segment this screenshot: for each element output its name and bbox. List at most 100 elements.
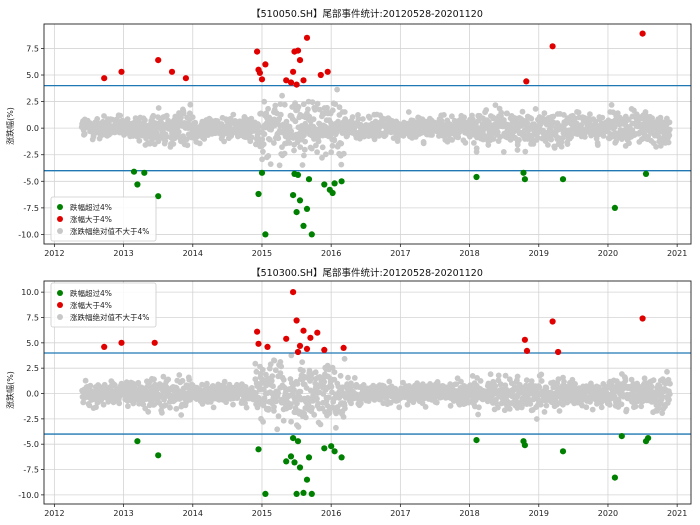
- point-rise: [294, 348, 302, 356]
- legend: 跌幅超过4% 涨幅大于4% 涨跌幅绝对值不大于4%: [50, 282, 157, 328]
- point-fall: [296, 197, 304, 204]
- point-fall: [300, 222, 307, 229]
- point-other: [572, 381, 578, 387]
- point-other: [532, 106, 539, 112]
- point-other: [301, 146, 308, 153]
- point-other: [497, 134, 504, 140]
- point-other: [179, 377, 186, 384]
- point-other: [288, 352, 295, 359]
- point-other: [192, 119, 199, 126]
- point-other: [178, 412, 185, 418]
- point-other: [462, 139, 469, 146]
- point-other: [519, 108, 526, 115]
- point-other: [632, 403, 639, 410]
- point-rise: [254, 48, 261, 55]
- point-other: [333, 424, 339, 431]
- axes-frame: [43, 23, 692, 245]
- point-other: [243, 404, 250, 411]
- point-rise: [523, 78, 530, 85]
- point-other: [535, 135, 541, 141]
- point-other: [295, 103, 302, 110]
- point-other: [533, 416, 540, 422]
- point-other: [322, 151, 329, 158]
- point-other: [305, 106, 311, 113]
- point-other: [183, 136, 190, 143]
- point-other: [312, 369, 319, 376]
- point-other: [665, 139, 672, 146]
- point-rise: [340, 344, 347, 351]
- point-other: [300, 101, 307, 108]
- point-other: [147, 140, 153, 147]
- point-other: [175, 129, 182, 135]
- point-other: [230, 401, 236, 408]
- chart-title: 【510300.SH】尾部事件统计:20120528-20201120: [251, 267, 483, 279]
- point-other: [315, 400, 321, 407]
- point-other: [341, 355, 348, 362]
- point-other: [615, 397, 622, 403]
- point-other: [124, 116, 131, 122]
- point-other: [275, 390, 282, 396]
- point-fall: [559, 176, 567, 183]
- point-other: [575, 109, 582, 116]
- point-other: [473, 145, 480, 152]
- point-other: [366, 115, 373, 121]
- point-other: [162, 402, 169, 408]
- point-other: [276, 162, 283, 169]
- point-other: [324, 402, 331, 409]
- point-other: [275, 413, 282, 420]
- point-rise: [555, 348, 562, 356]
- point-other: [269, 373, 276, 379]
- point-other: [583, 404, 590, 411]
- point-other: [528, 378, 535, 384]
- point-fall: [287, 453, 295, 460]
- point-other: [645, 133, 652, 140]
- point-other: [204, 380, 210, 387]
- point-other: [543, 402, 550, 409]
- point-other: [180, 110, 187, 117]
- x-tick-label: 2012: [44, 249, 64, 258]
- point-other: [93, 404, 99, 411]
- point-other: [187, 101, 194, 108]
- point-other: [338, 161, 345, 168]
- point-other: [253, 390, 259, 396]
- point-other: [165, 117, 172, 124]
- point-other: [295, 424, 302, 430]
- point-other: [274, 426, 281, 433]
- point-other: [657, 114, 664, 121]
- point-other: [340, 414, 347, 420]
- y-tick-label: 2.5: [26, 98, 39, 107]
- point-other: [449, 137, 455, 143]
- point-other: [125, 403, 131, 410]
- point-other: [82, 377, 89, 384]
- point-other: [311, 411, 318, 418]
- point-other: [259, 366, 266, 373]
- point-fall: [296, 464, 304, 471]
- point-other: [325, 394, 332, 401]
- point-rise: [549, 318, 556, 325]
- x-tick-label: 2013: [113, 509, 133, 518]
- y-tick-label: 7.5: [26, 313, 39, 322]
- y-tick-label: -5.0: [23, 177, 39, 186]
- y-tick-label: 7.5: [26, 44, 39, 53]
- point-other: [358, 400, 364, 407]
- y-tick-label: -5.0: [23, 440, 39, 449]
- x-tick-label: 2012: [44, 509, 64, 518]
- point-other: [163, 112, 170, 119]
- point-other: [167, 404, 173, 411]
- point-rise: [296, 342, 304, 349]
- point-other: [260, 141, 267, 148]
- point-other: [548, 136, 555, 143]
- point-other: [618, 401, 625, 408]
- point-other: [638, 403, 645, 410]
- y-tick-label: 0.0: [26, 390, 39, 399]
- point-other: [265, 105, 271, 112]
- point-other: [170, 141, 177, 147]
- point-fall: [338, 178, 345, 185]
- point-other: [256, 386, 263, 393]
- point-other: [334, 86, 340, 93]
- point-rise: [324, 68, 331, 75]
- point-fall: [262, 490, 269, 497]
- point-other: [275, 135, 282, 142]
- point-fall: [294, 438, 302, 445]
- point-other: [598, 404, 605, 411]
